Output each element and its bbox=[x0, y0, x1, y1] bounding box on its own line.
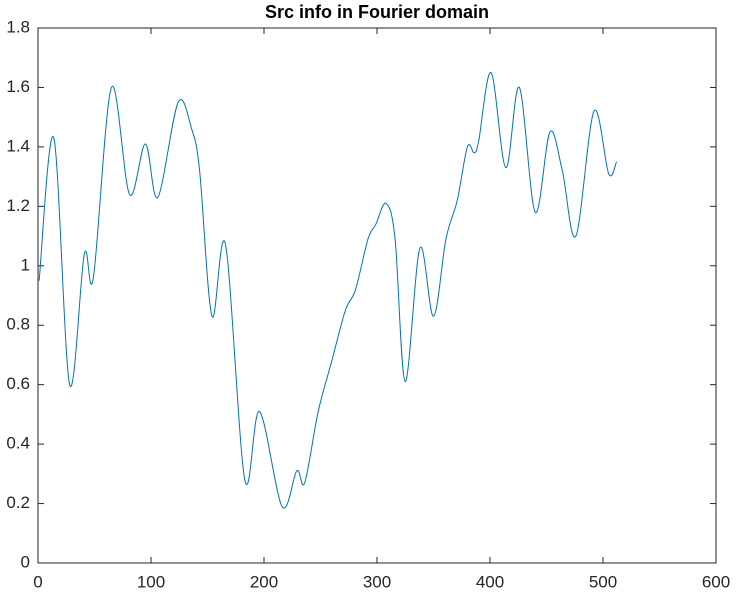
x-tick-label: 400 bbox=[476, 572, 504, 591]
y-tick-label: 1.4 bbox=[6, 136, 30, 155]
y-tick-label: 0.4 bbox=[6, 434, 30, 453]
x-tick-label: 600 bbox=[702, 572, 730, 591]
y-tick-label: 1 bbox=[21, 255, 30, 274]
chart-title: Src info in Fourier domain bbox=[265, 2, 489, 22]
y-tick-label: 0.6 bbox=[6, 374, 30, 393]
x-tick-label: 500 bbox=[589, 572, 617, 591]
x-tick-label: 300 bbox=[363, 572, 391, 591]
x-tick-label: 100 bbox=[137, 572, 165, 591]
y-tick-label: 0.2 bbox=[6, 493, 30, 512]
y-tick-label: 1.6 bbox=[6, 77, 30, 96]
y-tick-label: 1.8 bbox=[6, 17, 30, 36]
data-line bbox=[38, 72, 618, 509]
y-tick-label: 0.8 bbox=[6, 315, 30, 334]
y-tick-label: 1.2 bbox=[6, 196, 30, 215]
x-tick-label: 200 bbox=[250, 572, 278, 591]
y-tick-label: 0 bbox=[21, 552, 30, 571]
x-tick-label: 0 bbox=[33, 572, 42, 591]
